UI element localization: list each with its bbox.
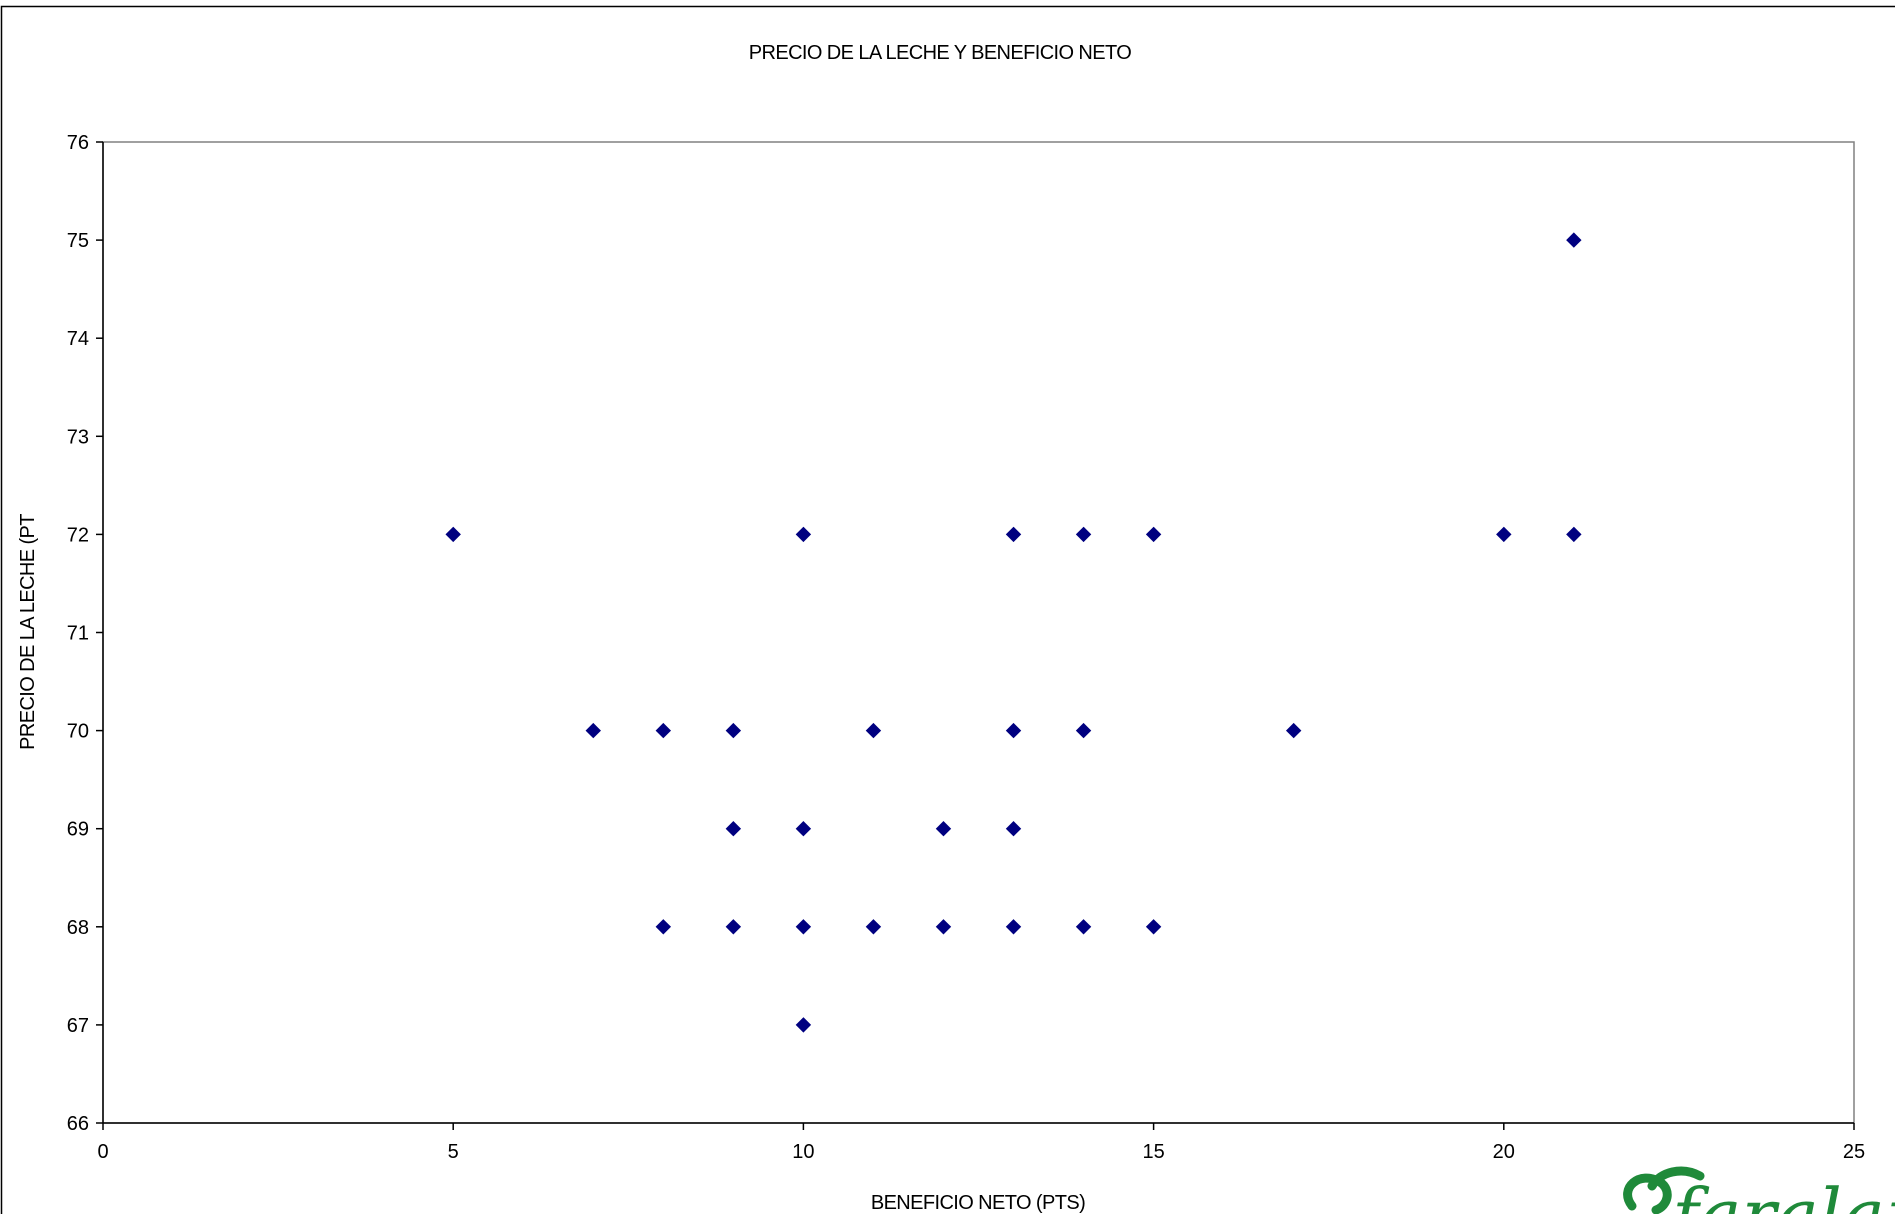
faralapa-logo: faralapa xyxy=(1623,1166,1895,1214)
y-tick-label: 72 xyxy=(67,524,89,546)
data-point xyxy=(865,919,882,935)
logo-swirl-icon xyxy=(1623,1166,1705,1214)
data-point xyxy=(935,919,952,935)
x-tick-label: 5 xyxy=(448,1141,459,1163)
data-point xyxy=(935,820,952,837)
data-point xyxy=(795,919,812,935)
data-point xyxy=(1566,526,1582,543)
y-tick-label: 69 xyxy=(67,819,89,841)
data-point xyxy=(1005,820,1022,837)
data-point xyxy=(1075,919,1092,935)
y-axis-label: PRECIO DE LA LECHE (PT xyxy=(17,514,39,750)
data-point xyxy=(1145,919,1162,935)
plot-area xyxy=(102,141,1855,1124)
x-tick-label: 25 xyxy=(1843,1141,1865,1163)
data-point xyxy=(655,919,672,935)
y-tick-label: 74 xyxy=(67,328,89,350)
data-point xyxy=(1005,526,1022,543)
data-point xyxy=(1075,722,1092,739)
y-tick-label: 70 xyxy=(67,721,89,743)
data-point xyxy=(1005,722,1022,739)
y-tick-label: 76 xyxy=(67,132,89,154)
x-tick-label: 10 xyxy=(792,1141,814,1163)
data-point xyxy=(1285,722,1302,739)
data-point xyxy=(725,919,742,935)
y-tick-label: 71 xyxy=(67,623,89,645)
x-tick-label: 0 xyxy=(97,1141,108,1163)
data-point xyxy=(585,722,601,739)
x-tick-label: 15 xyxy=(1142,1141,1164,1163)
data-point xyxy=(725,820,742,837)
data-point xyxy=(725,722,742,739)
x-axis-label: BENEFICIO NETO (PTS) xyxy=(871,1192,1085,1214)
points-layer xyxy=(445,232,1582,1033)
data-point xyxy=(865,722,882,739)
y-tick-label: 66 xyxy=(67,1113,89,1135)
x-tick-label: 20 xyxy=(1493,1141,1515,1163)
chart-border xyxy=(0,5,1895,1214)
logo-text: faralapa xyxy=(1667,1173,1895,1214)
data-point xyxy=(1496,526,1512,543)
data-point xyxy=(795,1017,812,1033)
data-point xyxy=(1145,526,1162,543)
y-tick-label: 67 xyxy=(67,1015,89,1037)
data-point xyxy=(1075,526,1092,543)
axes-layer: 66 67 68 69 70 71 72 73 74 75 76 0 5 10 15 20 25 xyxy=(67,132,1865,1163)
y-tick-label: 68 xyxy=(67,917,89,939)
chart-title: PRECIO DE LA LECHE Y BENEFICIO NETO xyxy=(749,42,1132,64)
data-point xyxy=(445,526,461,543)
y-tick-label: 75 xyxy=(67,230,89,252)
y-tick-label: 73 xyxy=(67,426,89,448)
data-point xyxy=(1566,232,1582,248)
data-point xyxy=(795,820,812,837)
data-point xyxy=(655,722,672,739)
data-point xyxy=(795,526,812,543)
data-point xyxy=(1005,919,1022,935)
